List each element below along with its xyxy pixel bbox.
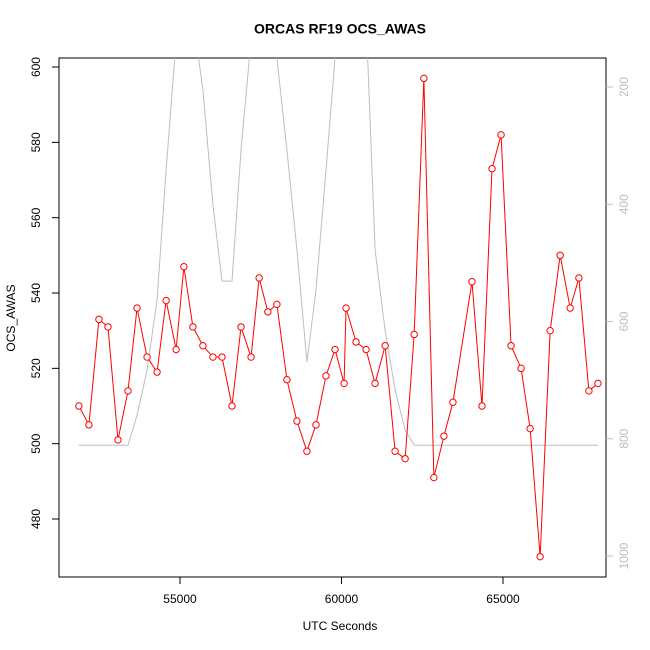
data-point <box>247 353 255 361</box>
data-point <box>391 447 399 455</box>
data-point <box>322 372 330 380</box>
data-point <box>468 278 476 286</box>
x-tick-label: 55000 <box>163 592 197 606</box>
data-point <box>594 379 602 388</box>
data-point <box>497 131 505 139</box>
data-point <box>237 323 245 331</box>
plot-frame <box>58 57 607 578</box>
data-point <box>133 304 141 312</box>
data-point <box>478 402 486 410</box>
plot-area <box>75 58 602 561</box>
data-point <box>218 353 226 361</box>
y-tick-label: 520 <box>29 358 43 378</box>
data-point <box>331 345 339 354</box>
data-point <box>180 262 188 271</box>
data-line <box>78 78 599 557</box>
data-point <box>255 274 263 282</box>
data-point <box>546 326 554 335</box>
data-point <box>362 345 370 354</box>
data-point <box>352 338 360 346</box>
data-point <box>85 421 93 429</box>
data-point <box>303 447 311 455</box>
data-point <box>283 375 291 384</box>
y-axis-label: OCS_AWAS <box>4 284 18 351</box>
data-point <box>420 74 428 83</box>
data-point <box>199 342 207 350</box>
data-point <box>430 473 438 482</box>
y-tick-label: 540 <box>29 283 43 303</box>
data-point <box>342 304 350 312</box>
y2-tick-label: 800 <box>617 428 631 448</box>
data-point <box>209 353 217 361</box>
data-point <box>75 402 83 410</box>
data-point <box>172 345 180 354</box>
data-point <box>104 323 112 331</box>
data-point <box>401 455 409 463</box>
data-point <box>228 402 236 410</box>
data-point <box>517 364 525 373</box>
data-point <box>273 300 281 309</box>
x-tick-label: 60000 <box>325 592 359 606</box>
data-point <box>440 432 448 440</box>
data-point <box>556 251 564 260</box>
data-point <box>143 353 151 361</box>
data-line <box>78 58 598 446</box>
data-point <box>410 330 418 339</box>
x-tick-label: 65000 <box>486 592 520 606</box>
data-point <box>114 436 122 444</box>
data-point <box>526 424 534 433</box>
data-point <box>264 308 272 316</box>
y-tick-label: 560 <box>29 207 43 227</box>
y2-tick-label: 600 <box>617 311 631 331</box>
y-tick-label: 600 <box>29 57 43 77</box>
data-point <box>575 274 583 282</box>
data-point <box>488 165 496 173</box>
y2-tick-label: 1000 <box>617 542 631 569</box>
data-point <box>312 421 320 429</box>
data-point <box>124 387 132 395</box>
data-point <box>371 379 379 388</box>
data-point <box>153 368 161 376</box>
y2-tick-label: 400 <box>617 194 631 214</box>
data-point <box>95 315 103 324</box>
x-axis-label: UTC Seconds <box>303 619 378 633</box>
data-point <box>536 552 544 561</box>
data-point <box>449 398 457 406</box>
data-point <box>381 342 389 350</box>
data-point <box>507 342 515 350</box>
data-point <box>340 379 348 388</box>
chart-title: ORCAS RF19 OCS_AWAS <box>254 21 426 37</box>
y-tick-label: 580 <box>29 132 43 152</box>
data-point <box>566 304 574 312</box>
data-point <box>189 323 197 331</box>
y-tick-label: 480 <box>29 509 43 529</box>
data-point <box>293 417 301 425</box>
data-point <box>162 296 170 305</box>
y-tick-label: 500 <box>29 433 43 453</box>
data-point <box>585 387 593 395</box>
y2-tick-label: 200 <box>617 77 631 97</box>
